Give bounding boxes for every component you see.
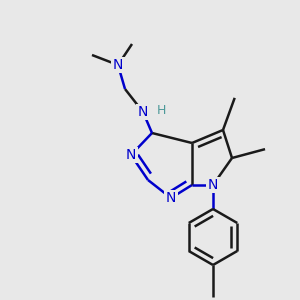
Text: N: N [166,191,176,205]
Text: N: N [208,178,218,192]
Text: H: H [157,103,166,116]
Text: N: N [126,148,136,162]
Text: N: N [138,105,148,119]
Text: N: N [113,58,123,72]
